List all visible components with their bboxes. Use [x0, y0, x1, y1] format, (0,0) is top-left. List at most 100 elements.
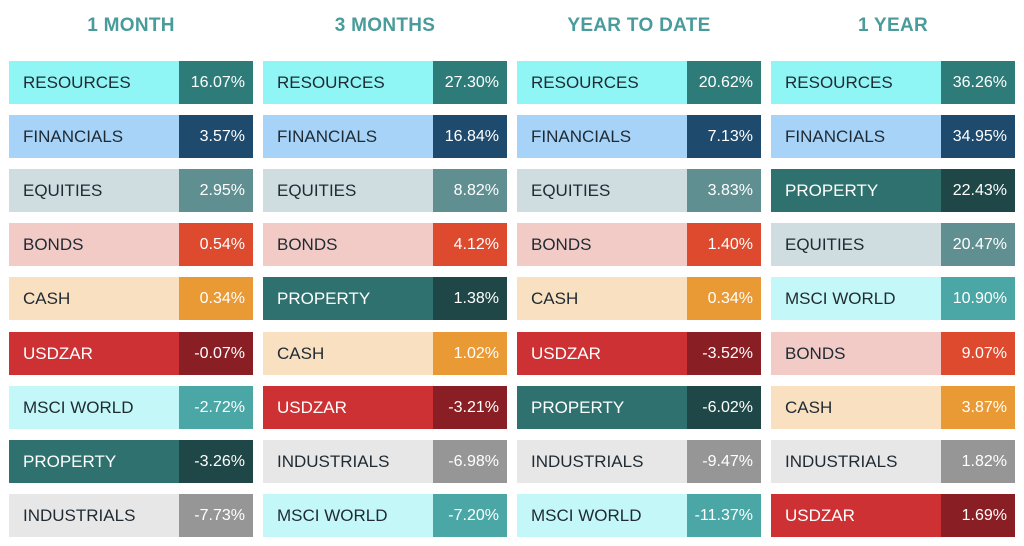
row-label: BONDS — [771, 332, 941, 375]
row-value: 20.47% — [941, 223, 1015, 266]
row-label: MSCI WORLD — [263, 494, 433, 537]
table-row: PROPERTY -3.26% — [9, 440, 253, 483]
table-row: EQUITIES 2.95% — [9, 169, 253, 212]
table-row: FINANCIALS 16.84% — [263, 115, 507, 158]
row-label: RESOURCES — [9, 61, 179, 104]
table-row: RESOURCES 36.26% — [771, 61, 1015, 104]
table-row: FINANCIALS 7.13% — [517, 115, 761, 158]
row-value: 4.12% — [433, 223, 507, 266]
table-row: BONDS 0.54% — [9, 223, 253, 266]
table-row: BONDS 1.40% — [517, 223, 761, 266]
row-label: RESOURCES — [263, 61, 433, 104]
row-label: INDUSTRIALS — [263, 440, 433, 483]
row-label: BONDS — [517, 223, 687, 266]
row-label: PROPERTY — [771, 169, 941, 212]
table-row: EQUITIES 8.82% — [263, 169, 507, 212]
row-value: 3.57% — [179, 115, 253, 158]
table-row: MSCI WORLD 10.90% — [771, 277, 1015, 320]
row-value: 1.82% — [941, 440, 1015, 483]
row-label: CASH — [517, 277, 687, 320]
row-value: -7.73% — [179, 494, 253, 537]
row-label: MSCI WORLD — [9, 386, 179, 429]
row-value: -6.02% — [687, 386, 761, 429]
row-value: 10.90% — [941, 277, 1015, 320]
table-row: USDZAR -3.52% — [517, 332, 761, 375]
row-value: -11.37% — [687, 494, 761, 537]
column-title: 3 MONTHS — [334, 15, 436, 36]
table-row: INDUSTRIALS 1.82% — [771, 440, 1015, 483]
table-row: MSCI WORLD -7.20% — [263, 494, 507, 537]
row-label: EQUITIES — [771, 223, 941, 266]
table-row: USDZAR -0.07% — [9, 332, 253, 375]
row-label: INDUSTRIALS — [9, 494, 179, 537]
row-value: 20.62% — [687, 61, 761, 104]
row-label: INDUSTRIALS — [517, 440, 687, 483]
row-value: -0.07% — [179, 332, 253, 375]
table-row: BONDS 9.07% — [771, 332, 1015, 375]
row-value: 0.34% — [687, 277, 761, 320]
table-row: RESOURCES 16.07% — [9, 61, 253, 104]
row-label: EQUITIES — [517, 169, 687, 212]
row-value: 27.30% — [433, 61, 507, 104]
row-label: USDZAR — [517, 332, 687, 375]
row-value: 1.02% — [433, 332, 507, 375]
table-row: USDZAR 1.69% — [771, 494, 1015, 537]
row-label: BONDS — [9, 223, 179, 266]
table-row: RESOURCES 20.62% — [517, 61, 761, 104]
row-label: CASH — [771, 386, 941, 429]
column-title: 1 YEAR — [857, 15, 929, 36]
row-value: 36.26% — [941, 61, 1015, 104]
table-row: PROPERTY 1.38% — [263, 277, 507, 320]
row-value: -3.26% — [179, 440, 253, 483]
row-label: FINANCIALS — [771, 115, 941, 158]
table-row: CASH 0.34% — [9, 277, 253, 320]
table-row: FINANCIALS 34.95% — [771, 115, 1015, 158]
table-row: CASH 3.87% — [771, 386, 1015, 429]
row-value: 7.13% — [687, 115, 761, 158]
row-label: MSCI WORLD — [517, 494, 687, 537]
row-label: FINANCIALS — [9, 115, 179, 158]
row-value: -7.20% — [433, 494, 507, 537]
row-value: 1.38% — [433, 277, 507, 320]
row-label: FINANCIALS — [517, 115, 687, 158]
column-title: YEAR TO DATE — [567, 15, 711, 36]
row-value: 16.84% — [433, 115, 507, 158]
table-row: INDUSTRIALS -7.73% — [9, 494, 253, 537]
row-value: 0.34% — [179, 277, 253, 320]
row-label: EQUITIES — [9, 169, 179, 212]
row-value: 0.54% — [179, 223, 253, 266]
column-title: 1 MONTH — [87, 15, 175, 36]
table-row: MSCI WORLD -11.37% — [517, 494, 761, 537]
row-label: RESOURCES — [517, 61, 687, 104]
row-label: PROPERTY — [263, 277, 433, 320]
table-row: PROPERTY -6.02% — [517, 386, 761, 429]
row-label: PROPERTY — [9, 440, 179, 483]
table-row: MSCI WORLD -2.72% — [9, 386, 253, 429]
table-row: EQUITIES 3.83% — [517, 169, 761, 212]
row-value: 2.95% — [179, 169, 253, 212]
row-value: 16.07% — [179, 61, 253, 104]
table-row: CASH 0.34% — [517, 277, 761, 320]
row-value: -9.47% — [687, 440, 761, 483]
column-3-months: 3 MONTHS RESOURCES 27.30% FINANCIALS 16.84% E… — [263, 0, 507, 546]
table-row: EQUITIES 20.47% — [771, 223, 1015, 266]
row-value: -6.98% — [433, 440, 507, 483]
table-row: INDUSTRIALS -6.98% — [263, 440, 507, 483]
table-row: PROPERTY 22.43% — [771, 169, 1015, 212]
row-label: USDZAR — [263, 386, 433, 429]
table-row: BONDS 4.12% — [263, 223, 507, 266]
table-row: CASH 1.02% — [263, 332, 507, 375]
row-label: PROPERTY — [517, 386, 687, 429]
row-label: FINANCIALS — [263, 115, 433, 158]
row-value: 3.87% — [941, 386, 1015, 429]
row-label: BONDS — [263, 223, 433, 266]
table-row: INDUSTRIALS -9.47% — [517, 440, 761, 483]
row-value: -2.72% — [179, 386, 253, 429]
row-value: 22.43% — [941, 169, 1015, 212]
row-label: RESOURCES — [771, 61, 941, 104]
row-value: -3.21% — [433, 386, 507, 429]
row-label: CASH — [263, 332, 433, 375]
row-value: 9.07% — [941, 332, 1015, 375]
row-value: 1.69% — [941, 494, 1015, 537]
row-label: USDZAR — [771, 494, 941, 537]
